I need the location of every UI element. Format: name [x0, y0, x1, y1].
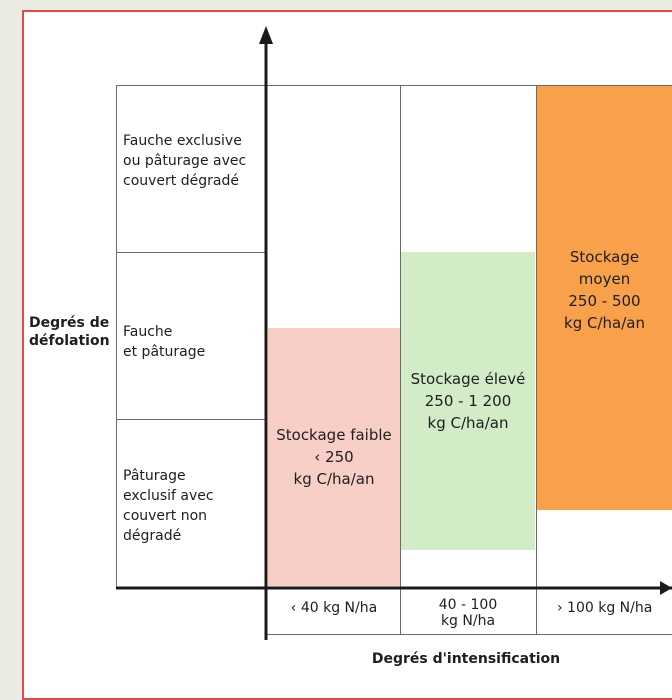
axes [116, 26, 672, 640]
row-label-fauche-exclusive: Fauche exclusive ou pâturage avec couver… [123, 133, 247, 189]
grid-line-top [116, 85, 672, 86]
x-axis-title: Degrés d'intensification [371, 651, 561, 667]
zone-line: kg C/ha/an [293, 470, 375, 488]
zone-line: moyen [578, 270, 631, 288]
zone-stockage-eleve: Stockage élevé 250 - 1 200 kg C/ha/an [401, 252, 535, 550]
zone-line: kg C/ha/an [564, 314, 645, 332]
grid-line-left [116, 85, 117, 588]
y-axis-arrow-icon [259, 26, 273, 44]
grid-line-bottom-labels [266, 634, 672, 635]
zone-line: 250 - 500 [568, 292, 641, 310]
zone-stockage-moyen: Stockage moyen 250 - 500 kg C/ha/an [537, 86, 672, 510]
row-label-fauche-paturage: Fauche et pâturage [123, 324, 206, 360]
grid-line-row1 [116, 252, 266, 253]
row-label-paturage-exclusif: Pâturage exclusif avec couvert non dégra… [123, 468, 214, 544]
zone-line: ‹ 250 [314, 448, 354, 466]
x-tick-medium: 40 - 100 kg N/ha [438, 597, 498, 629]
x-axis-arrow-icon [660, 581, 672, 595]
zone-line: Stockage [569, 248, 640, 266]
zone-line: Stockage élevé [410, 370, 526, 388]
zone-line: kg C/ha/an [427, 414, 509, 432]
zone-stockage-faible: Stockage faible ‹ 250 kg C/ha/an [268, 328, 400, 586]
grid-line-col2 [536, 85, 537, 635]
zone-line: 250 - 1 200 [424, 392, 512, 410]
zone-line: Stockage faible [276, 426, 392, 444]
y-axis-title: Degrés de défolation [29, 315, 110, 349]
grid-line-row2 [116, 419, 266, 420]
x-tick-high: › 100 kg N/ha [557, 600, 653, 616]
x-tick-low: ‹ 40 kg N/ha [290, 600, 378, 616]
grid-line-col1 [400, 85, 401, 635]
